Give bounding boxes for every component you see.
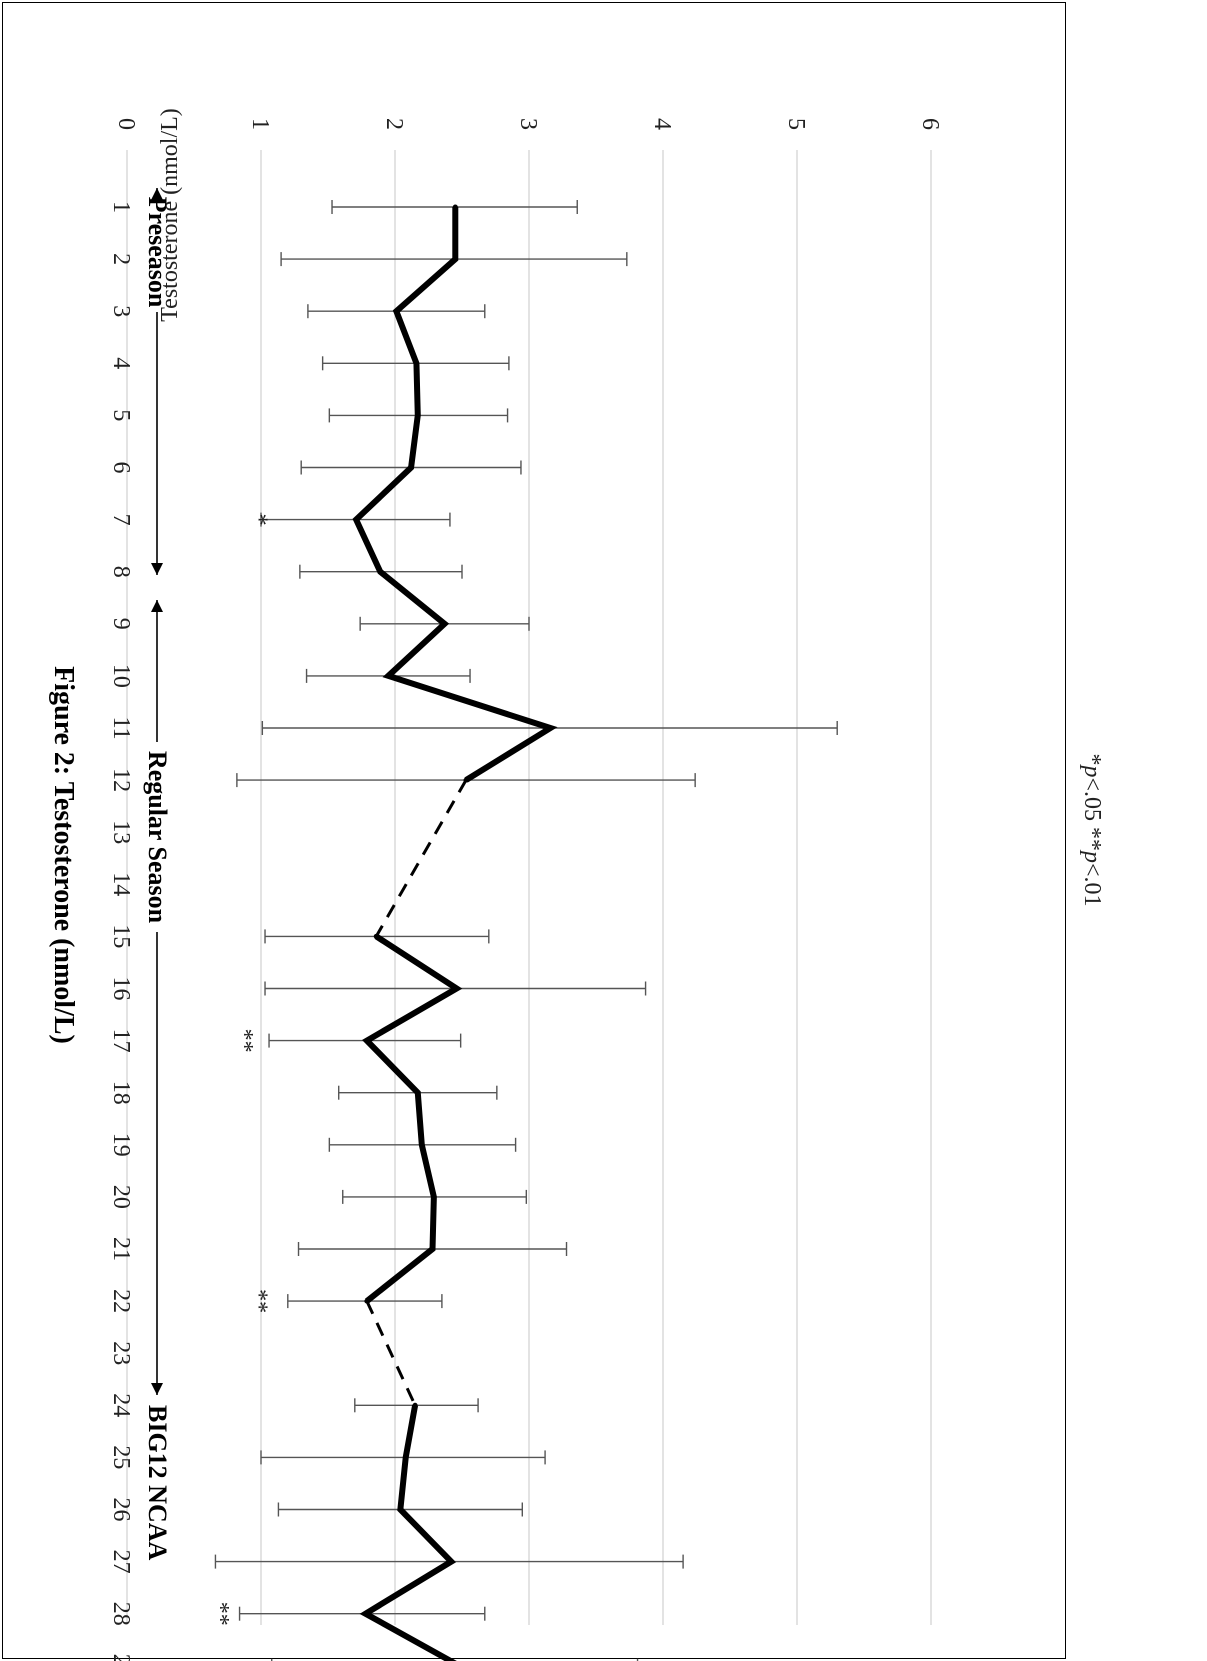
data-point-28 — [363, 1611, 369, 1617]
data-point-9 — [442, 621, 448, 627]
data-point-15 — [373, 933, 379, 939]
x-tick-label-29: 29 — [108, 1654, 134, 1661]
gridlines — [126, 150, 932, 1625]
data-point-3 — [393, 308, 399, 314]
x-tick-label-26: 26 — [108, 1498, 134, 1522]
footnote-part-0: * — [1079, 753, 1105, 765]
significance-annotations: ******* — [207, 514, 272, 1626]
phase-label-preseason: Preseason — [143, 197, 172, 308]
data-point-26 — [397, 1507, 403, 1512]
data-point-25 — [403, 1454, 409, 1460]
footnote-part-4: <.01 — [1079, 863, 1105, 907]
data-point-20 — [431, 1194, 437, 1200]
series-segment-3 — [359, 1404, 461, 1661]
x-tick-label-5: 5 — [108, 409, 134, 421]
data-point-8 — [377, 569, 383, 575]
data-point-5 — [415, 412, 421, 418]
significance-marker-17: ** — [231, 1029, 257, 1053]
footnote-part-1: p — [1079, 763, 1105, 777]
x-tick-label-28: 28 — [108, 1602, 134, 1626]
y-tick-label-4: 4 — [649, 118, 675, 130]
x-tick-label-18: 18 — [108, 1081, 134, 1105]
chart-frame — [2, 2, 1066, 1659]
phase-arrowhead-regular-left — [151, 600, 163, 612]
y-axis-label: Testosterone (nmol/L) — [157, 108, 183, 322]
x-tick-label-20: 20 — [108, 1185, 134, 1209]
phase-arrowhead-regular-right — [151, 1383, 163, 1395]
y-tick-label-3: 3 — [515, 118, 541, 130]
series-gap-bridge — [374, 779, 468, 938]
x-tick-label-11: 11 — [108, 716, 134, 739]
footnote-part-3: p — [1079, 849, 1105, 863]
significance-marker-7: * — [246, 514, 272, 526]
y-tick-label-2: 2 — [381, 118, 407, 130]
series-line — [352, 204, 558, 1661]
data-point-27 — [448, 1559, 454, 1565]
significance-footnote: *p<.05 **p<.01 — [1079, 753, 1105, 906]
data-point-22 — [364, 1298, 370, 1304]
series-segment-2 — [362, 933, 463, 1304]
x-tick-label-15: 15 — [108, 924, 134, 948]
x-tick-label-4: 4 — [108, 357, 134, 369]
data-point-19 — [419, 1142, 425, 1148]
y-tick-labels: 0 1 2 3 4 5 6 — [113, 118, 943, 130]
x-tick-label-6: 6 — [108, 462, 134, 474]
y-tick-label-0: 0 — [113, 118, 139, 130]
x-tick-label-12: 12 — [108, 768, 134, 792]
data-point-7 — [353, 517, 359, 523]
x-tick-label-2: 2 — [108, 253, 134, 265]
x-tick-label-1: 1 — [108, 201, 134, 213]
x-tick-label-27: 27 — [108, 1550, 134, 1574]
phase-label-regular-season: Regular Season — [143, 751, 172, 924]
data-point-2 — [452, 256, 458, 262]
x-tick-label-3: 3 — [108, 305, 134, 317]
data-point-21 — [430, 1246, 436, 1252]
x-tick-label-10: 10 — [108, 664, 134, 688]
x-tick-label-17: 17 — [108, 1029, 134, 1053]
x-tick-label-13: 13 — [108, 820, 134, 844]
x-tick-label-16: 16 — [108, 977, 134, 1001]
data-point-6 — [408, 465, 414, 470]
y-tick-label-1: 1 — [247, 118, 273, 130]
x-tick-label-9: 9 — [108, 618, 134, 630]
data-point-18 — [415, 1090, 421, 1096]
x-tick-label-23: 23 — [108, 1341, 134, 1365]
x-tick-label-21: 21 — [108, 1237, 134, 1261]
x-tick-label-8: 8 — [108, 566, 134, 578]
data-point-1 — [452, 204, 458, 210]
phase-labels: Preseason Regular Season BIG12 NCAA — [143, 188, 172, 1561]
footnote-part-2: <.05 ** — [1079, 777, 1105, 851]
data-point-24 — [412, 1402, 418, 1408]
series-gap-bridge — [365, 1300, 417, 1406]
y-tick-label-6: 6 — [917, 118, 943, 130]
series-segment-1 — [352, 207, 558, 783]
significance-marker-22: ** — [246, 1289, 272, 1313]
data-point-17 — [364, 1038, 370, 1044]
x-tick-label-14: 14 — [108, 872, 134, 896]
y-tick-label-5: 5 — [783, 118, 809, 130]
data-point-12 — [463, 777, 469, 783]
x-tick-label-19: 19 — [108, 1133, 134, 1157]
phase-arrowhead-preseason-left — [151, 188, 163, 200]
data-point-4 — [413, 360, 419, 366]
data-point-16 — [454, 986, 460, 991]
chart-title: Figure 2: Testosterone (nmol/L) — [48, 666, 79, 1044]
x-tick-labels: 1234567891011121314151617181920212223242… — [108, 201, 134, 1661]
data-point-11 — [547, 725, 553, 731]
phase-label-big12-ncaa: BIG12 NCAA — [143, 1405, 172, 1561]
data-point-10 — [385, 673, 391, 679]
x-tick-label-22: 22 — [108, 1289, 134, 1313]
phase-arrowhead-preseason-right — [151, 563, 163, 575]
x-tick-label-24: 24 — [108, 1393, 134, 1417]
significance-marker-28: ** — [207, 1602, 233, 1626]
x-tick-label-7: 7 — [108, 514, 134, 526]
error-bars — [214, 200, 838, 1661]
x-tick-label-25: 25 — [108, 1445, 134, 1469]
